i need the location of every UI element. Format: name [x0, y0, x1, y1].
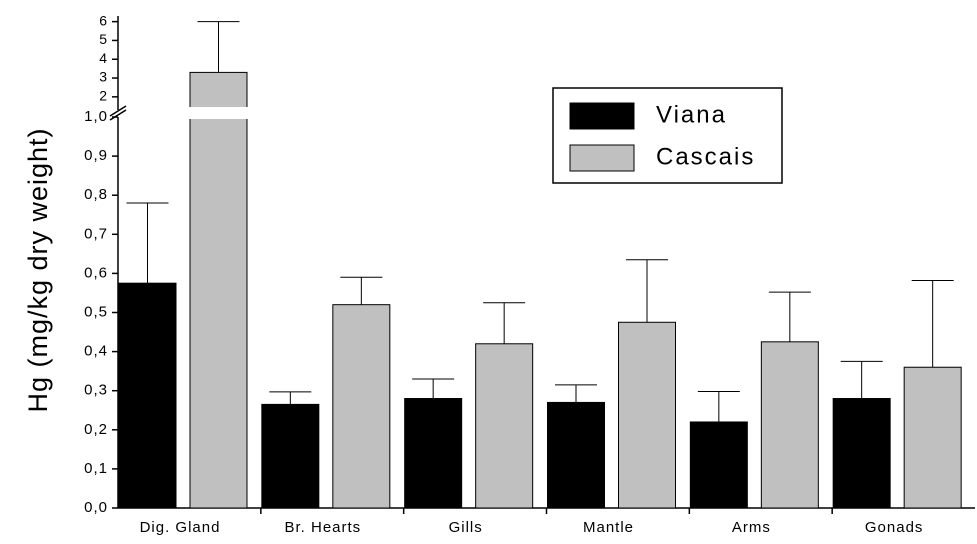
- y-tick-label: 0,9: [84, 147, 108, 164]
- legend-swatch: [569, 102, 635, 130]
- x-tick-label: Dig. Gland: [140, 519, 221, 536]
- y-tick-label: 2: [99, 88, 108, 104]
- y-tick-label: 0,4: [84, 343, 108, 360]
- bar: [332, 304, 391, 509]
- y-tick-label: 0,7: [84, 225, 108, 242]
- x-tick-label: Mantle: [583, 519, 634, 536]
- bar: [189, 71, 248, 509]
- y-tick-label: 0,2: [84, 421, 108, 438]
- y-tick-label: 4: [99, 50, 108, 66]
- bar: [618, 321, 676, 509]
- x-tick-label: Gills: [449, 519, 483, 536]
- bar: [475, 343, 534, 509]
- bar: [547, 401, 605, 509]
- y-tick-label: 0,0: [84, 499, 108, 516]
- bar: [832, 398, 891, 509]
- legend-swatch: [569, 144, 635, 172]
- bar: [903, 366, 962, 509]
- bar: [689, 421, 748, 509]
- x-tick-label: Br. Hearts: [284, 519, 361, 536]
- bar: [760, 341, 819, 509]
- y-tick-label: 0,1: [84, 460, 108, 477]
- x-tick-label: Arms: [732, 519, 771, 536]
- y-tick-label: 0,3: [84, 382, 108, 399]
- bar: [118, 282, 177, 509]
- x-tick-label: Gonads: [865, 519, 924, 536]
- legend-label: Viana: [656, 101, 727, 128]
- y-tick-label: 1,0: [84, 108, 108, 125]
- y-tick-label: 5: [99, 31, 108, 47]
- bar-break: [189, 107, 248, 119]
- y-tick-label: 6: [99, 12, 108, 28]
- y-tick-label: 0,5: [84, 303, 108, 320]
- bar: [261, 403, 320, 509]
- axis-break: [109, 105, 127, 121]
- y-tick-label: 0,8: [84, 186, 108, 203]
- y-axis-label: Hg (mg/kg dry weight): [23, 127, 53, 412]
- y-tick-label: 0,6: [84, 264, 108, 281]
- bar: [404, 398, 463, 509]
- y-tick-label: 3: [99, 69, 108, 85]
- legend-label: Cascais: [656, 143, 755, 170]
